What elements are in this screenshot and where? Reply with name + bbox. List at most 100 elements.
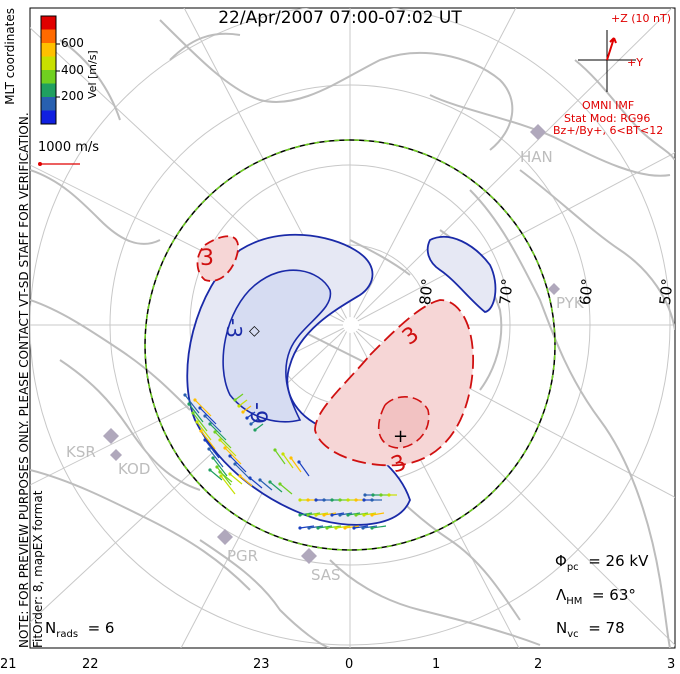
velocity-colorbar (40, 15, 60, 125)
coords-label: MLT coordinates (3, 8, 17, 105)
contour-label-negative-9: -9 (245, 402, 270, 424)
fit-order-note: FitOrder: 8, mapEX format (31, 490, 45, 648)
colorbar-tick-200: 200 (61, 89, 84, 103)
velocity-vector (339, 512, 353, 516)
velocity-vector (282, 453, 294, 469)
imf-z-label: +Z (10 nT) (611, 12, 672, 25)
velocity-vector (344, 525, 360, 529)
station-ksr: KSR (66, 443, 96, 461)
velocity-vector (355, 512, 369, 516)
imf-y-label: +Y (627, 56, 643, 69)
velocity-vector (323, 512, 337, 516)
velocity-vector (229, 473, 243, 485)
velocity-vector (335, 525, 351, 529)
contour-label-positive-small: 3 (200, 246, 214, 271)
velocity-vector (279, 483, 293, 495)
velocity-vector (184, 394, 200, 414)
velocity-vector (209, 423, 227, 441)
velocity-vector (254, 423, 264, 431)
velocity-vector (331, 512, 345, 516)
mlt-label-3: 3 (667, 657, 676, 672)
stat-model: Stat Mod: RG96 (564, 112, 651, 125)
mlt-label-1: 1 (432, 657, 441, 672)
scale-vector (38, 162, 80, 166)
colorbar-label: Vel [m/s] (86, 50, 99, 99)
velocity-vector (250, 417, 260, 425)
colorbar-cell (41, 56, 56, 71)
velocity-vector (353, 525, 369, 529)
latitude-label-70: 70° (496, 277, 517, 306)
velocity-vector (229, 455, 247, 473)
station-markers (103, 124, 560, 564)
velocity-vector (234, 393, 244, 401)
radar-count: Nrads = 6 (45, 619, 115, 640)
map-title: 22/Apr/2007 07:00-07:02 UT (218, 8, 462, 28)
imf-source: OMNI IMF (582, 99, 635, 112)
velocity-vectors (183, 393, 397, 530)
velocity-vector (224, 447, 242, 465)
imf-clock (578, 30, 636, 92)
coastlines (30, 19, 675, 648)
colorbar-cell (41, 83, 56, 98)
velocity-vector (290, 457, 302, 473)
station-kod: KOD (118, 460, 151, 478)
velocity-vector (192, 412, 208, 432)
velocity-vector (299, 525, 315, 529)
velocity-vector (246, 411, 256, 419)
velocity-vector (269, 481, 283, 493)
mlt-label-21: 21 (0, 657, 17, 672)
side-notes: MLT coordinates NOTE: FOR PREVIEW PURPOS… (3, 8, 45, 648)
station-pyk: PYK (556, 294, 584, 312)
velocity-vector (363, 512, 377, 516)
velocity-vector (317, 525, 333, 529)
magnetic-pole-marker (343, 317, 359, 333)
colorbar-cell (41, 43, 56, 57)
colorbar-cell (41, 16, 56, 30)
velocity-vector (371, 525, 387, 529)
velocity-vector (371, 512, 385, 516)
colorbar-cell (41, 70, 56, 84)
mlt-label-2: 2 (534, 657, 543, 672)
velocity-vector (238, 399, 248, 407)
station-pgr: PGR (227, 547, 259, 565)
hm-boundary-latitude: ΛHM = 63° (556, 586, 636, 607)
colorbar-cell (41, 110, 56, 125)
vector-count: Nvc = 78 (556, 619, 625, 640)
potential-maximum-marker: + (393, 426, 408, 447)
cross-polar-potential: Φpc = 26 kV (555, 552, 649, 573)
station-sas: SAS (311, 566, 341, 584)
velocity-vector (259, 479, 273, 491)
velocity-vector (362, 525, 378, 529)
velocity-vector (315, 512, 329, 516)
hm-boundary (144, 139, 556, 551)
scale-vector-label: 1000 m/s (38, 140, 100, 155)
velocity-vector (199, 407, 217, 425)
velocity-vector (239, 475, 253, 487)
positive-cell-outer (314, 299, 474, 467)
negative-cell-inner (222, 269, 332, 423)
velocity-vector (204, 415, 222, 433)
velocity-vector (212, 457, 228, 477)
velocity-vector (308, 525, 324, 529)
velocity-vector (298, 461, 310, 477)
negative-cell-east (426, 235, 497, 313)
velocity-vector (200, 430, 216, 450)
colorbar-cell (41, 97, 56, 111)
colorbar-tick-400: 400 (61, 63, 84, 77)
velocity-vector (347, 512, 361, 516)
preview-note: NOTE: FOR PREVIEW PURPOSES ONLY. PLEASE … (17, 112, 31, 648)
positive-cell-small (196, 235, 239, 282)
velocity-vector (214, 431, 232, 449)
station-han: HAN (520, 148, 553, 166)
velocity-vector (219, 439, 237, 457)
colorbar-tick-600: 600 (61, 36, 84, 50)
colorbar-cell (41, 29, 56, 44)
positive-cell-inner (377, 396, 430, 449)
velocity-vector (326, 525, 342, 529)
velocity-vector (208, 448, 224, 468)
mlt-label-0: 0 (345, 657, 354, 672)
potential-minimum-marker: ◇ (249, 323, 260, 339)
velocity-vector (274, 449, 286, 465)
velocity-vector (219, 471, 233, 483)
